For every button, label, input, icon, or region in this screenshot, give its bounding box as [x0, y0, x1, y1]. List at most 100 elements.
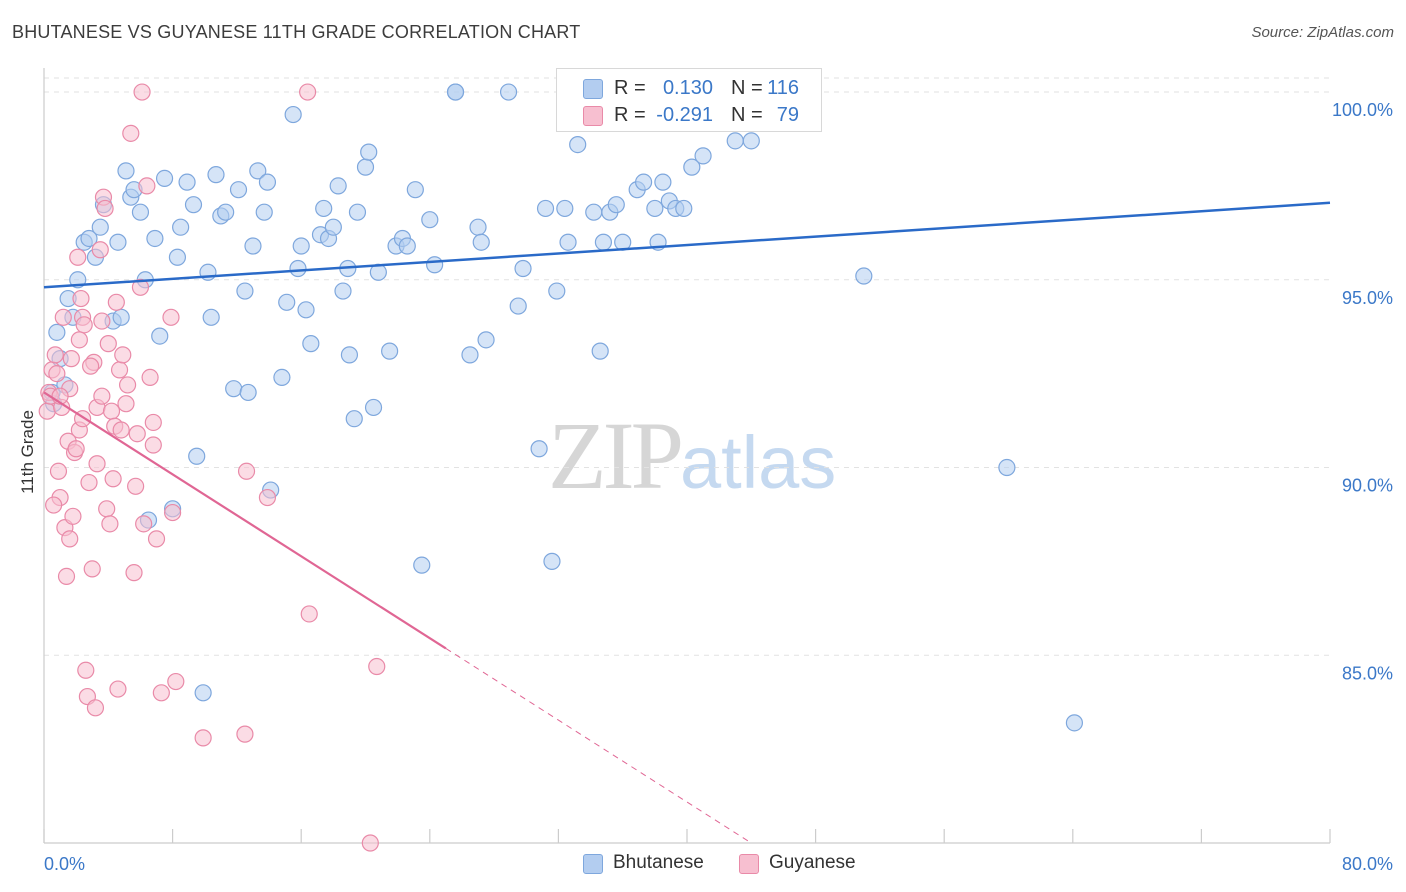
bhutanese-point — [109, 233, 127, 251]
guyanese-point — [98, 500, 116, 518]
guyanese-point — [45, 496, 63, 514]
label-layer: 100.0% 95.0% 90.0% 85.0% 0.0% 80.0% 11th Grade — [18, 100, 1393, 874]
guyanese-point — [64, 507, 82, 525]
bhutanese-point — [289, 259, 307, 278]
guyanese-point — [70, 331, 88, 349]
guyanese-point — [83, 560, 101, 578]
guyanese-point — [107, 293, 125, 311]
bhutanese-point — [675, 199, 693, 218]
points-layer — [38, 83, 1084, 852]
guyanese-point — [144, 413, 162, 432]
watermark-atlas: atlas — [680, 421, 837, 504]
guyanese-point — [72, 289, 90, 308]
bhutanese-point — [184, 196, 203, 214]
bhutanese-point — [329, 177, 347, 195]
bhutanese-point — [421, 211, 439, 229]
bhutanese-point — [585, 203, 603, 221]
bhutanese-point — [683, 158, 701, 176]
bhutanese-point — [345, 410, 363, 428]
bhutanese-point — [398, 237, 416, 255]
guyanese-point — [128, 425, 146, 443]
guyanese-point — [237, 462, 256, 480]
bhutanese-point — [469, 218, 487, 236]
bhutanese-point — [315, 199, 333, 218]
guyanese-point — [38, 402, 56, 420]
bhutanese-point — [151, 327, 169, 345]
bhutanese-point — [543, 552, 561, 570]
legend-r-label: R = — [614, 77, 646, 99]
guyanese-point — [102, 402, 121, 420]
bhutanese-point — [229, 181, 248, 199]
bhutanese-point — [202, 308, 220, 326]
guyanese-point — [67, 440, 85, 458]
legend-n-label: N = — [731, 77, 763, 99]
guyanese-point — [135, 515, 153, 533]
bhutanese-point — [146, 229, 164, 248]
bhutanese-point — [646, 199, 664, 218]
guyanese-point — [62, 350, 80, 368]
bhutanese-point — [360, 143, 378, 161]
bhutanese-point — [607, 196, 625, 214]
guyanese-point — [141, 368, 159, 387]
bhutanese-point — [855, 267, 873, 285]
guyanese-trend-line-extension — [445, 648, 752, 844]
bhutanese-point — [364, 398, 383, 417]
y-tick-label: 100.0% — [1332, 100, 1393, 120]
guyanese-point — [99, 335, 117, 353]
bhutanese-point — [998, 458, 1016, 477]
guyanese-point — [96, 199, 114, 218]
legend-swatch-bhutanese — [583, 79, 603, 99]
guyanese-point — [164, 503, 182, 522]
guyanese-point — [236, 725, 254, 743]
guyanese-point — [77, 661, 95, 679]
bhutanese-point — [278, 293, 296, 311]
bhutanese-point — [742, 132, 760, 150]
bhutanese-point — [48, 323, 66, 341]
bhutanese-point — [654, 173, 672, 191]
bhutanese-point — [117, 162, 135, 180]
bhutanese-point — [1065, 714, 1084, 732]
bhutanese-point — [413, 556, 431, 574]
bhutanese-point — [225, 380, 243, 398]
guyanese-point — [109, 680, 127, 698]
guyanese-point — [361, 834, 379, 852]
bhutanese-point — [514, 259, 532, 278]
bottom-legend-swatch-bhutanese — [583, 854, 603, 874]
legend-r-label: R = — [614, 104, 646, 126]
guyanese-point — [46, 346, 64, 364]
bhutanese-point — [726, 132, 744, 150]
bhutanese-point — [548, 282, 566, 300]
bhutanese-point — [530, 440, 548, 458]
bhutanese-point — [472, 233, 490, 251]
guyanese-point — [69, 248, 87, 266]
bhutanese-point — [255, 203, 273, 221]
guyanese-point — [368, 657, 386, 676]
bhutanese-point — [340, 346, 359, 364]
y-tick-label: 90.0% — [1342, 476, 1393, 496]
guyanese-point — [125, 564, 143, 582]
bhutanese-point — [348, 203, 367, 221]
bottom-legend-label-guyanese: Guyanese — [769, 852, 856, 873]
bhutanese-point — [292, 237, 310, 255]
bhutanese-point — [461, 346, 479, 364]
bottom-legend-swatch-guyanese — [739, 854, 759, 874]
bhutanese-point — [302, 335, 320, 353]
guyanese-point — [299, 83, 317, 101]
bhutanese-point — [446, 83, 465, 101]
bhutanese-point — [559, 233, 577, 251]
bhutanese-point — [112, 308, 130, 326]
guyanese-point — [82, 357, 100, 375]
bhutanese-point — [194, 684, 212, 702]
guyanese-point — [133, 83, 151, 101]
guyanese-point — [122, 124, 140, 142]
guyanese-point — [131, 278, 150, 296]
bhutanese-point — [556, 199, 574, 218]
bhutanese-point — [406, 181, 424, 199]
bhutanese-point — [258, 173, 277, 191]
bhutanese-point — [284, 105, 302, 124]
guyanese-point — [167, 672, 185, 691]
watermark-zip: ZIP — [548, 402, 684, 509]
guyanese-point — [144, 436, 162, 454]
guyanese-point — [112, 421, 130, 439]
guyanese-point — [91, 241, 109, 259]
